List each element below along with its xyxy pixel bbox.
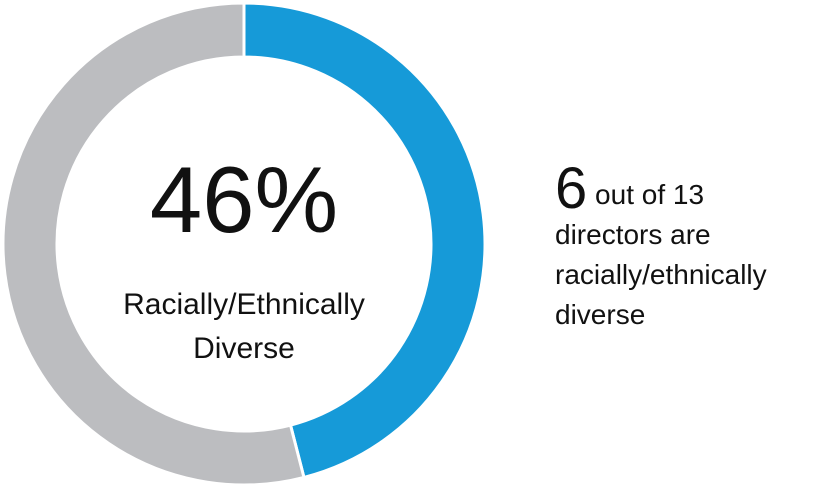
center-value: 46% (149, 147, 339, 252)
annotation-count: 6 (555, 156, 588, 221)
donut-segment (1, 1, 306, 487)
annotation-text: out of 13 directors are racially/ethnica… (555, 179, 767, 330)
donut-segment (242, 1, 487, 480)
center-label: Racially/Ethnically Diverse (123, 288, 365, 365)
annotation: 6 out of 13 directors are racially/ethni… (555, 160, 813, 335)
